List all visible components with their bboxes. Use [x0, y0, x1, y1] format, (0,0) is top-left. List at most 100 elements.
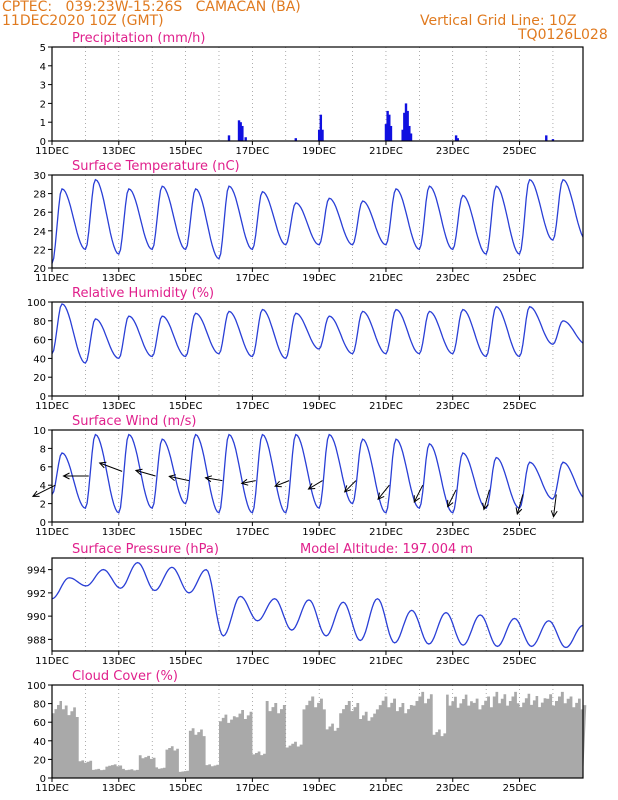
wind-vector — [377, 484, 390, 500]
x-tick-label: 11DEC — [35, 783, 69, 794]
y-tick-label: 4 — [40, 481, 46, 492]
y-tick-label: 5 — [40, 43, 46, 54]
panel-title: Surface Pressure (hPa) — [72, 542, 219, 557]
x-tick-label: 21DEC — [369, 401, 403, 412]
precip-bar — [409, 133, 413, 141]
precip-bar — [406, 110, 409, 141]
x-tick-label: 13DEC — [102, 401, 136, 412]
y-tick-label: 80 — [33, 317, 46, 328]
x-tick-label: 23DEC — [436, 527, 470, 538]
x-tick-label: 19DEC — [302, 146, 336, 157]
x-tick-label: 11DEC — [35, 656, 69, 667]
precip-bar — [244, 137, 247, 141]
wind-vector — [274, 480, 290, 487]
wind-arrowhead — [98, 461, 107, 469]
x-tick-label: 23DEC — [436, 146, 470, 157]
x-tick-label: 21DEC — [369, 527, 403, 538]
series-line — [51, 561, 584, 649]
wind-vector — [241, 480, 256, 484]
series-line — [51, 303, 584, 364]
x-tick-label: 17DEC — [236, 401, 270, 412]
x-tick-label: 21DEC — [369, 146, 403, 157]
panel-title: Cloud Cover (%) — [72, 669, 178, 684]
wind-arrowhead — [62, 472, 70, 480]
x-tick-label: 15DEC — [169, 146, 203, 157]
y-tick-label: 100 — [27, 298, 46, 309]
precip-bar — [551, 139, 555, 141]
y-tick-label: 60 — [33, 336, 46, 347]
x-tick-label: 21DEC — [369, 273, 403, 284]
grid-line-note: Vertical Grid Line: 10Z — [420, 13, 577, 29]
y-tick-label: 22 — [33, 245, 46, 256]
x-tick-label: 23DEC — [436, 783, 470, 794]
wind-vector — [99, 462, 123, 472]
precip-bar — [401, 129, 404, 141]
x-tick-label: 17DEC — [236, 783, 270, 794]
precip-bar — [294, 138, 297, 141]
precip-bar — [227, 135, 231, 141]
precip-bar — [321, 129, 324, 141]
precip-bar — [239, 122, 242, 141]
x-tick-label: 19DEC — [302, 401, 336, 412]
x-tick-label: 11DEC — [35, 146, 69, 157]
x-tick-label: 23DEC — [436, 273, 470, 284]
precip-bar — [545, 135, 548, 141]
panel-frame — [51, 429, 584, 523]
wind-vector — [344, 480, 357, 493]
wind-arrowhead — [377, 492, 385, 501]
x-tick-label: 19DEC — [302, 273, 336, 284]
precip-bar — [403, 112, 406, 141]
y-tick-label: 2 — [40, 500, 46, 511]
y-tick-label: 992 — [27, 589, 46, 600]
series-line — [51, 178, 584, 264]
x-tick-label: 25DEC — [503, 527, 537, 538]
y-tick-label: 3 — [40, 81, 46, 92]
precip-bar — [241, 125, 244, 141]
y-tick-label: 6 — [40, 463, 46, 474]
y-tick-label: 26 — [33, 208, 46, 219]
wind-vector — [135, 469, 156, 477]
wind-arrowhead — [307, 483, 316, 490]
y-tick-label: 990 — [27, 612, 46, 623]
station-title: CPTEC: 039:23W-15:26S CAMACAN (BA) — [2, 0, 301, 15]
precip-bar — [454, 135, 458, 141]
x-tick-label: 15DEC — [169, 273, 203, 284]
init-time: 11DEC2020 10Z (GMT) — [2, 13, 164, 29]
x-tick-label: 11DEC — [35, 527, 69, 538]
panel-3: Relative Humidity (%) 0 20 40 60 80 100 11DEC 13… — [27, 286, 584, 412]
wind-vector — [308, 480, 323, 490]
y-tick-label: 0 — [40, 774, 46, 785]
precip-bar — [408, 125, 411, 141]
panel-frame — [51, 301, 584, 397]
wind-arrowhead — [343, 485, 352, 493]
x-tick-label: 13DEC — [102, 527, 136, 538]
x-tick-label: 17DEC — [236, 146, 270, 157]
wind-vector — [552, 494, 557, 517]
wind-vector — [516, 494, 524, 515]
y-tick-label: 20 — [33, 264, 46, 275]
x-tick-label: 17DEC — [236, 527, 270, 538]
x-tick-label: 15DEC — [169, 401, 203, 412]
x-tick-label: 17DEC — [236, 273, 270, 284]
x-tick-label: 19DEC — [302, 656, 336, 667]
y-tick-label: 80 — [33, 700, 46, 711]
y-tick-label: 28 — [33, 190, 46, 201]
y-tick-label: 8 — [40, 444, 46, 455]
y-tick-label: 1 — [40, 118, 46, 129]
precip-bar — [386, 110, 389, 141]
y-tick-label: 0 — [40, 518, 46, 529]
wind-vector — [483, 489, 490, 510]
panel-title: Precipitation (mm/h) — [72, 31, 205, 46]
y-tick-label: 0 — [40, 392, 46, 403]
precip-bar — [404, 103, 408, 141]
model-code: TQ0126L028 — [518, 27, 608, 43]
x-tick-label: 13DEC — [102, 783, 136, 794]
y-tick-label: 4 — [40, 62, 46, 73]
y-tick-label: 0 — [40, 137, 46, 148]
precip-bar — [317, 129, 321, 141]
wind-arrowhead — [240, 478, 249, 486]
y-tick-label: 40 — [33, 354, 46, 365]
y-tick-label: 20 — [33, 373, 46, 384]
y-tick-label: 40 — [33, 737, 46, 748]
x-tick-label: 11DEC — [35, 273, 69, 284]
